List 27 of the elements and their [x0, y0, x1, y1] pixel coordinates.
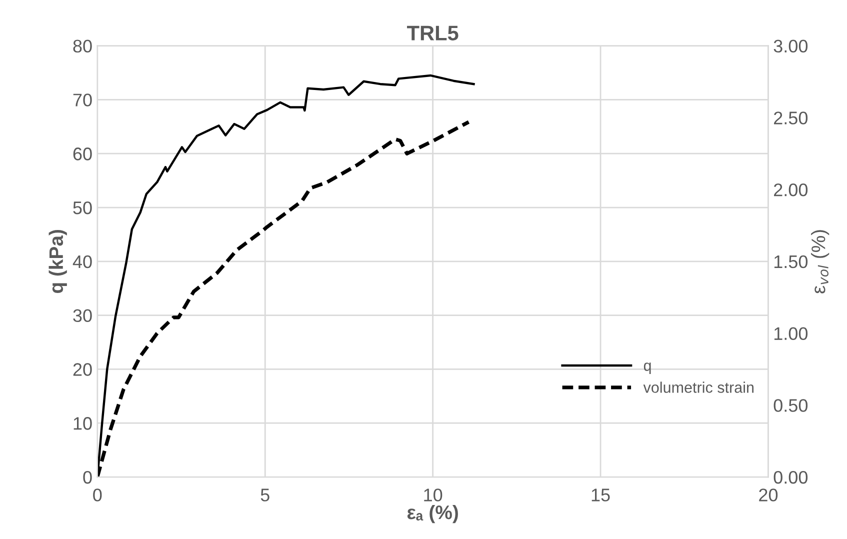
y2-tick-label: 1.50 [774, 255, 808, 268]
legend-label: q [644, 362, 651, 374]
y-tick-label: 10 [74, 417, 92, 430]
x-tick-label: 20 [759, 488, 778, 502]
y2-axis-title: ε$_{vol}$ (%) [811, 230, 830, 294]
y-tick-label: 30 [73, 309, 92, 322]
x-tick-label: 0 [93, 488, 102, 502]
y2-tick-label: 3.00 [774, 40, 808, 53]
chart-title: TRL5 [407, 26, 458, 40]
y2-tick-label: 2.00 [774, 183, 808, 196]
y-tick-label: 70 [73, 94, 92, 106]
y2-tick-label: 1.00 [774, 327, 808, 340]
y2-tick-label: 0.50 [774, 399, 808, 412]
y-tick-label: 50 [73, 201, 92, 214]
y2-tick-label: 0.00 [774, 470, 808, 484]
y2-tick-label: 2.50 [774, 112, 808, 124]
x-tick-label: 15 [592, 488, 610, 502]
y-tick-label: 0 [83, 470, 92, 484]
y-tick-label: 20 [73, 363, 92, 376]
x-tick-label: 5 [260, 488, 270, 502]
y-axis-title: q (kPa) [48, 230, 67, 294]
x-axis-title: εₐ (%) [407, 504, 458, 524]
legend-label: volumetric strain [643, 382, 754, 393]
y-tick-label: 80 [73, 40, 92, 53]
y-tick-label: 60 [73, 148, 92, 160]
y-tick-label: 40 [72, 255, 92, 268]
x-tick-label: 10 [424, 488, 442, 502]
